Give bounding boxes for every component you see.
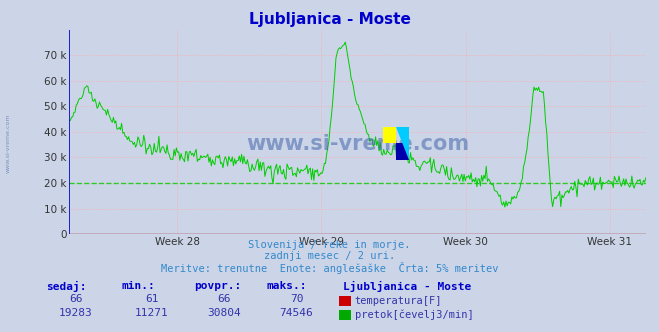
Text: 61: 61 bbox=[145, 294, 158, 304]
Text: 66: 66 bbox=[69, 294, 82, 304]
Text: pretok[čevelj3/min]: pretok[čevelj3/min] bbox=[355, 309, 473, 320]
Text: zadnji mesec / 2 uri.: zadnji mesec / 2 uri. bbox=[264, 251, 395, 261]
Polygon shape bbox=[396, 127, 409, 160]
Text: Ljubljanica - Moste: Ljubljanica - Moste bbox=[343, 281, 471, 291]
Text: min.:: min.: bbox=[122, 281, 156, 290]
Text: Slovenija / reke in morje.: Slovenija / reke in morje. bbox=[248, 240, 411, 250]
Bar bbox=[383, 127, 396, 143]
Text: www.si-vreme.com: www.si-vreme.com bbox=[5, 113, 11, 173]
Text: 19283: 19283 bbox=[59, 308, 93, 318]
Text: 11271: 11271 bbox=[134, 308, 169, 318]
Text: 66: 66 bbox=[217, 294, 231, 304]
Text: 70: 70 bbox=[290, 294, 303, 304]
Text: www.si-vreme.com: www.si-vreme.com bbox=[246, 134, 469, 154]
Text: maks.:: maks.: bbox=[267, 281, 307, 290]
Text: 74546: 74546 bbox=[279, 308, 314, 318]
Text: Meritve: trenutne  Enote: anglešaške  Črta: 5% meritev: Meritve: trenutne Enote: anglešaške Črta… bbox=[161, 262, 498, 274]
Bar bbox=[396, 143, 409, 160]
Text: sedaj:: sedaj: bbox=[46, 281, 86, 291]
Text: Ljubljanica - Moste: Ljubljanica - Moste bbox=[248, 12, 411, 27]
Text: 30804: 30804 bbox=[207, 308, 241, 318]
Text: povpr.:: povpr.: bbox=[194, 281, 242, 290]
Text: temperatura[F]: temperatura[F] bbox=[355, 296, 442, 306]
